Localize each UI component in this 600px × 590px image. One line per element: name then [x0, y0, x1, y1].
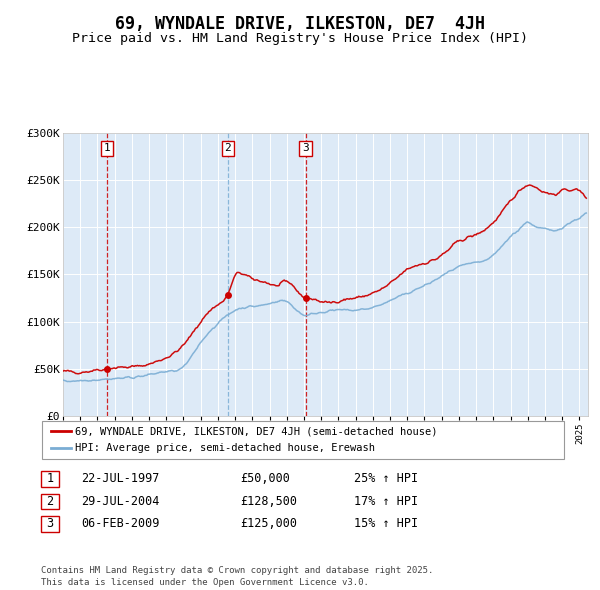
- Text: 3: 3: [302, 143, 309, 153]
- Text: 15% ↑ HPI: 15% ↑ HPI: [354, 517, 418, 530]
- Text: 22-JUL-1997: 22-JUL-1997: [81, 472, 160, 486]
- Text: 1: 1: [104, 143, 110, 153]
- Text: 3: 3: [46, 517, 53, 530]
- Text: 1: 1: [46, 472, 53, 486]
- Text: 06-FEB-2009: 06-FEB-2009: [81, 517, 160, 530]
- Text: £128,500: £128,500: [240, 494, 297, 508]
- Text: 2: 2: [224, 143, 231, 153]
- Text: 69, WYNDALE DRIVE, ILKESTON, DE7  4JH: 69, WYNDALE DRIVE, ILKESTON, DE7 4JH: [115, 15, 485, 32]
- Text: £125,000: £125,000: [240, 517, 297, 530]
- Text: Contains HM Land Registry data © Crown copyright and database right 2025.
This d: Contains HM Land Registry data © Crown c…: [41, 566, 433, 587]
- Text: 2: 2: [46, 494, 53, 508]
- Text: 17% ↑ HPI: 17% ↑ HPI: [354, 494, 418, 508]
- Text: 29-JUL-2004: 29-JUL-2004: [81, 494, 160, 508]
- Text: Price paid vs. HM Land Registry's House Price Index (HPI): Price paid vs. HM Land Registry's House …: [72, 32, 528, 45]
- Text: 69, WYNDALE DRIVE, ILKESTON, DE7 4JH (semi-detached house): 69, WYNDALE DRIVE, ILKESTON, DE7 4JH (se…: [75, 427, 437, 437]
- Text: £50,000: £50,000: [240, 472, 290, 486]
- Text: 25% ↑ HPI: 25% ↑ HPI: [354, 472, 418, 486]
- Text: HPI: Average price, semi-detached house, Erewash: HPI: Average price, semi-detached house,…: [75, 443, 375, 453]
